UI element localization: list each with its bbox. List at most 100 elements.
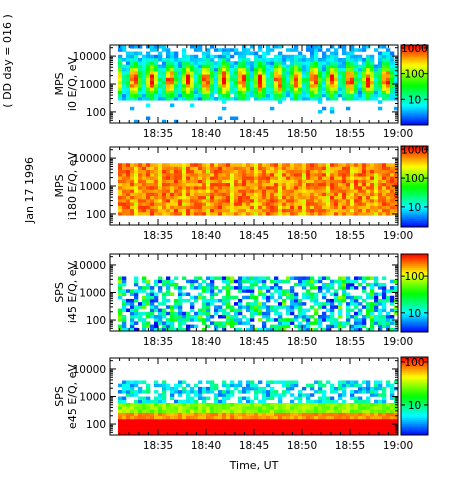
x-tick-label: 18:40 — [191, 128, 221, 140]
colorbar-step — [401, 405, 428, 409]
y-tick-label: 10000 — [73, 364, 106, 376]
colorbar-step — [401, 123, 428, 126]
y-axis-instrument: MPS — [53, 72, 66, 95]
colorbar-step — [401, 296, 428, 300]
colorbar-step — [401, 291, 428, 294]
panels: 100 1000 10000 18:35 18:40 18:45 18:50 18:55 19:… — [53, 43, 429, 452]
x-tick-label: 18:45 — [239, 128, 269, 140]
colorbar-step — [401, 376, 428, 379]
colorbar-step — [401, 51, 428, 54]
colorbar-tick-label: 100 — [404, 357, 424, 369]
colorbar-step — [401, 194, 428, 198]
colorbar-step — [401, 105, 428, 108]
x-tick-label: 19:00 — [383, 128, 413, 140]
colorbar-step — [401, 75, 428, 78]
colorbar-step — [401, 59, 428, 62]
colorbar-frame — [400, 145, 429, 228]
x-tick-label: 18:35 — [143, 128, 173, 140]
colorbar-step — [401, 73, 428, 76]
colorbar-step — [401, 178, 428, 181]
colorbar-step — [401, 45, 428, 48]
colorbar-step — [401, 265, 428, 269]
colorbar-step — [401, 320, 428, 323]
colorbar-step — [401, 409, 428, 412]
colorbar-step — [401, 117, 428, 120]
colorbar-step — [401, 65, 428, 68]
x-tick-label: 18:50 — [287, 230, 317, 242]
x-tick-label: 18:40 — [191, 230, 221, 242]
colorbar-step — [401, 394, 428, 397]
colorbar-step — [401, 202, 428, 206]
colorbar-step — [401, 67, 428, 70]
colorbar-tick-label: 10 — [408, 308, 421, 320]
colorbar-step — [401, 57, 428, 60]
colorbar-step — [401, 186, 428, 189]
colorbar-step — [401, 427, 428, 430]
colorbar-step — [401, 285, 428, 288]
colorbar-step — [401, 362, 428, 366]
colorbar-step — [401, 69, 428, 72]
x-tick-label: 18:40 — [191, 440, 221, 452]
x-tick-label: 18:55 — [335, 128, 365, 140]
colorbar-step — [401, 261, 428, 265]
colorbar-step — [401, 368, 428, 372]
colorbar-step — [401, 421, 428, 424]
panel-i180-mps: 100 1000 10000 18:35 18:40 18:45 18:50 18:55 19:… — [53, 144, 429, 242]
colorbar-step — [401, 93, 428, 96]
colorbar-step — [401, 370, 428, 373]
colorbar-tick-label: 100 — [404, 173, 424, 185]
colorbar-step — [401, 208, 428, 212]
colorbar-step — [401, 328, 428, 331]
colorbar-step — [401, 85, 428, 88]
colorbar-step — [401, 115, 428, 118]
colorbar-step — [401, 281, 428, 284]
x-tick-label: 19:00 — [383, 440, 413, 452]
colorbar-tick-label: 100 — [404, 271, 424, 283]
colorbar-step — [401, 154, 428, 157]
colorbar-step — [401, 254, 428, 257]
x-tick-label: 18:55 — [335, 440, 365, 452]
colorbar-step — [401, 431, 428, 434]
colorbar-step — [401, 287, 428, 290]
colorbar-step — [401, 273, 428, 276]
colorbar-step — [401, 210, 428, 214]
colorbar-step — [401, 87, 428, 90]
colorbar-step — [401, 83, 428, 86]
x-tick-label: 18:55 — [335, 230, 365, 242]
colorbar-step — [401, 403, 428, 407]
colorbar-step — [401, 158, 428, 161]
colorbar-step — [401, 190, 428, 193]
colorbar-step — [401, 396, 428, 399]
colorbar-step — [401, 378, 428, 381]
colorbar-step — [401, 192, 428, 195]
colorbar-step — [401, 382, 428, 385]
colorbar-step — [401, 364, 428, 368]
colorbar-step — [401, 99, 428, 102]
colorbar-step — [401, 170, 428, 173]
colorbar-step — [401, 263, 428, 267]
colorbar-step — [401, 419, 428, 422]
panel-i0-mps: 100 1000 10000 18:35 18:40 18:45 18:50 18:55 19:… — [53, 43, 429, 140]
colorbar-step — [401, 176, 428, 179]
colorbar-step — [401, 113, 428, 116]
colorbar-tick-label: 1000 — [401, 43, 428, 55]
y-tick-label: 100 — [86, 107, 106, 119]
colorbar-frame — [400, 253, 429, 333]
y-axis-instrument: MPS — [53, 174, 66, 197]
colorbar-step — [401, 293, 428, 296]
heatmap-cells — [118, 45, 399, 124]
colorbar-step — [401, 119, 428, 122]
colorbar-step — [401, 162, 428, 165]
y-axis-title: i0 E/Q, eV — [66, 56, 79, 111]
colorbar-step — [401, 283, 428, 286]
colorbar-tick-label: 10 — [408, 202, 421, 214]
x-tick-label: 18:50 — [287, 128, 317, 140]
colorbar-step — [401, 49, 428, 52]
colorbar-step — [401, 182, 428, 185]
colorbar-step — [401, 306, 428, 309]
colorbar-step — [401, 109, 428, 112]
colorbar-tick-label: 10 — [408, 400, 421, 412]
colorbar-step — [401, 357, 428, 360]
colorbar-tick-label: 10 — [408, 94, 421, 106]
colorbar-step — [401, 206, 428, 210]
